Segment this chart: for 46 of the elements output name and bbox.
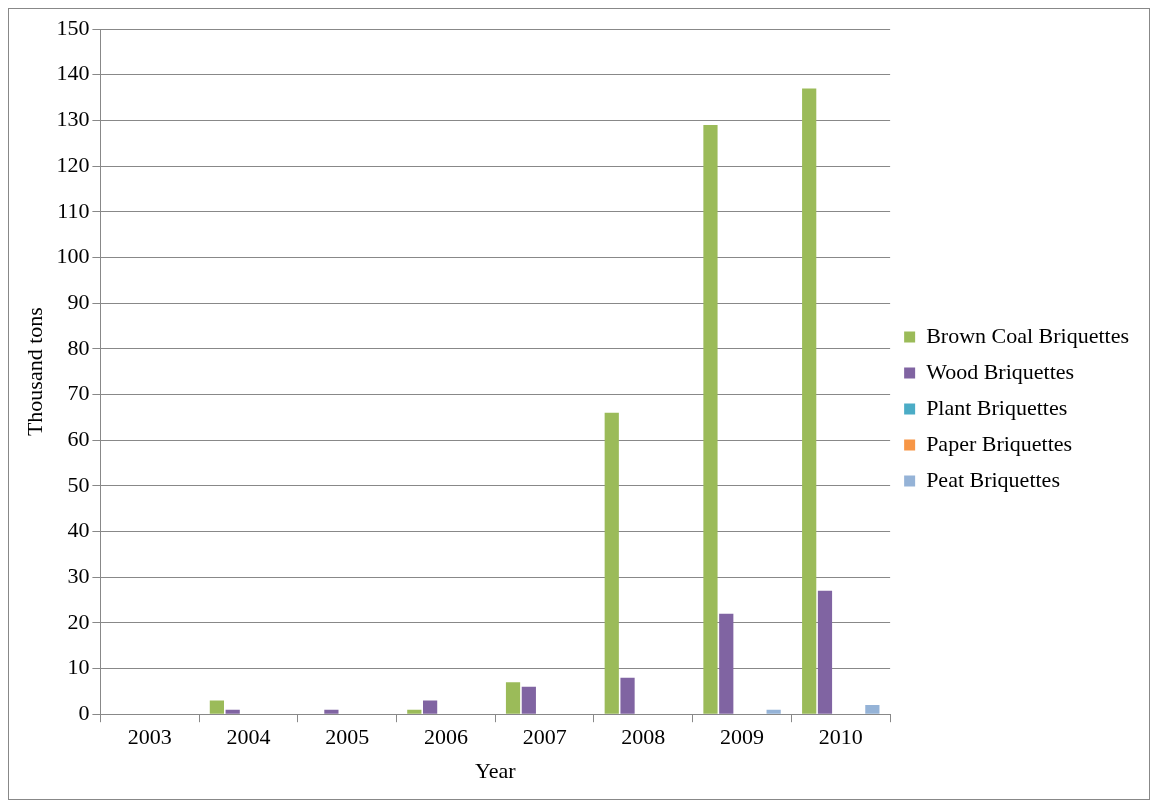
bar	[505, 682, 521, 714]
bar	[719, 613, 734, 714]
y-tick-label: 20	[67, 608, 90, 634]
y-tick-label: 50	[67, 471, 90, 497]
y-tick-label: 100	[56, 243, 90, 269]
legend-label: Peat Briquettes	[926, 466, 1060, 492]
bar	[766, 709, 781, 714]
y-tick-label: 90	[67, 288, 90, 314]
x-tick-label: 2005	[325, 724, 370, 750]
bar	[604, 412, 619, 714]
y-tick-label: 40	[67, 517, 90, 543]
bar	[521, 686, 536, 714]
legend-label: Brown Coal Briquettes	[926, 322, 1130, 348]
bar	[620, 677, 635, 714]
bar	[802, 88, 817, 714]
bar	[407, 709, 422, 714]
x-tick-label: 2007	[522, 724, 567, 750]
y-axis-title: Thousand tons	[21, 307, 47, 437]
bar	[225, 709, 240, 714]
y-tick-label: 150	[56, 14, 90, 40]
legend-label: Paper Briquettes	[926, 430, 1073, 456]
legend-label: Wood Briquettes	[926, 358, 1075, 384]
y-tick-label: 140	[56, 60, 90, 86]
bar	[423, 700, 438, 714]
y-tick-label: 120	[56, 151, 90, 177]
x-axis-title: Year	[474, 757, 517, 783]
bar	[209, 700, 224, 714]
x-tick-label: 2010	[818, 724, 863, 750]
x-tick-label: 2003	[127, 724, 172, 750]
y-tick-label: 70	[67, 380, 90, 406]
bar	[817, 590, 833, 714]
y-tick-label: 30	[67, 562, 90, 588]
bar	[703, 124, 718, 714]
x-tick-label: 2004	[226, 724, 271, 750]
y-tick-label: 80	[67, 334, 90, 360]
y-tick-label: 10	[67, 654, 90, 680]
y-tick-label: 110	[57, 197, 90, 223]
x-tick-label: 2009	[720, 724, 765, 750]
y-tick-label: 0	[78, 699, 90, 725]
x-tick-label: 2008	[621, 724, 666, 750]
y-tick-label: 130	[56, 106, 90, 132]
y-tick-label: 60	[67, 425, 90, 451]
bar	[865, 705, 880, 714]
bar	[324, 709, 339, 714]
x-tick-label: 2006	[423, 724, 468, 750]
legend-label: Plant Briquettes	[926, 394, 1068, 420]
